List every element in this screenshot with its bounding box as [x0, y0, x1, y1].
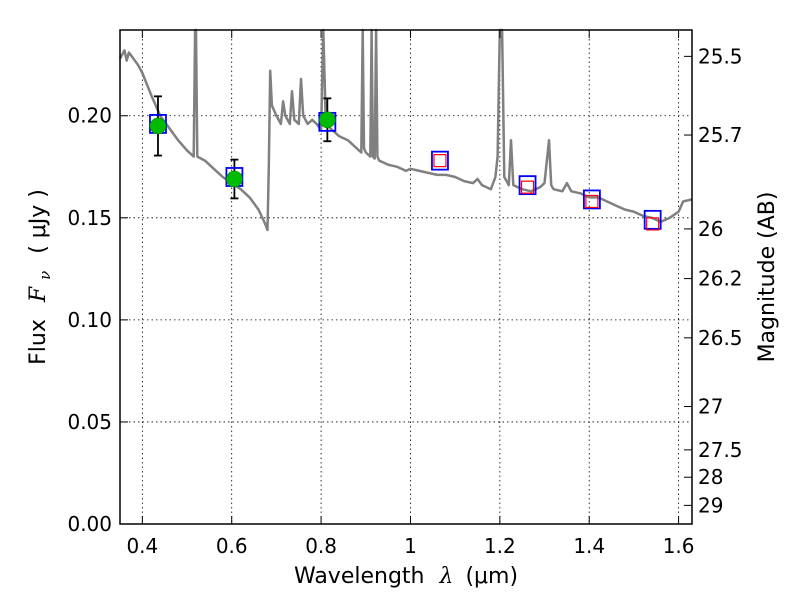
model-square-marker: [518, 175, 537, 196]
limit-square-marker: [646, 217, 660, 231]
x-axis-label-symbol: λ: [438, 564, 453, 589]
y-axis-label-text: Flux: [26, 319, 51, 365]
observed-point: [226, 170, 243, 188]
spectrum-line: [118, 28, 693, 232]
y-axis-label: Flux F ν ( μJy ): [26, 189, 56, 365]
x-tick-label: 1: [404, 534, 417, 558]
x-tick-label: 1.2: [484, 534, 516, 558]
x-tick-label: 0.6: [216, 534, 248, 558]
x-axis-label: Wavelength λ (μm): [294, 564, 518, 589]
y-tick-label: 0.15: [67, 206, 112, 230]
y-tick-label: 0.20: [67, 104, 112, 128]
magnitude-tick-label: 26.2: [698, 267, 743, 291]
x-axis-label-text: Wavelength: [294, 564, 425, 589]
photometry-markers: [149, 95, 662, 231]
model-square-marker: [431, 150, 449, 171]
limit-square-marker: [520, 180, 535, 194]
magnitude-tick-label: 28: [698, 465, 723, 489]
y-axis-label-unit: ( μJy ): [26, 189, 51, 254]
plot-background: [120, 30, 692, 524]
model-square-marker: [643, 209, 662, 230]
model-square-marker: [583, 189, 601, 210]
y-axis-label-symbol: F: [26, 286, 51, 303]
x-axis-label-unit: (μm): [465, 564, 518, 589]
y-axis-ticks: 0.00 0.05 0.10 0.15 0.20: [67, 104, 128, 536]
magnitude-tick-label: 27: [698, 395, 723, 419]
magnitude-axis-label: Magnitude (AB): [755, 192, 780, 363]
x-tick-label: 1.4: [573, 534, 605, 558]
y-tick-label: 0.00: [67, 512, 112, 536]
magnitude-tick-label: 29: [698, 493, 723, 517]
template-spectrum: [118, 28, 693, 232]
y-tick-label: 0.05: [67, 410, 112, 434]
y-axis-label-subscript: ν: [36, 271, 54, 280]
magnitude-tick-label: 25.7: [698, 123, 743, 147]
x-axis-ticks: 0.4 0.6 0.8 1 1.2 1.4 1.6: [126, 30, 695, 558]
x-tick-label: 0.4: [126, 534, 158, 558]
limit-square-marker: [585, 194, 599, 209]
y-tick-label: 0.10: [67, 308, 112, 332]
magnitude-tick-label: 26: [698, 217, 723, 241]
x-tick-label: 1.6: [663, 534, 695, 558]
limit-square-marker: [433, 154, 447, 168]
observed-point: [319, 111, 336, 129]
x-tick-label: 0.8: [305, 534, 337, 558]
magnitude-tick-label: 27.5: [698, 438, 743, 462]
magnitude-tick-label: 25.5: [698, 44, 743, 68]
plot-frame: [119, 29, 693, 525]
observed-point: [149, 117, 167, 135]
magnitude-axis-ticks: 25.5 25.7 26 26.2 26.5 27 27.5 28 29: [684, 44, 743, 517]
magnitude-tick-label: 26.5: [698, 326, 743, 350]
